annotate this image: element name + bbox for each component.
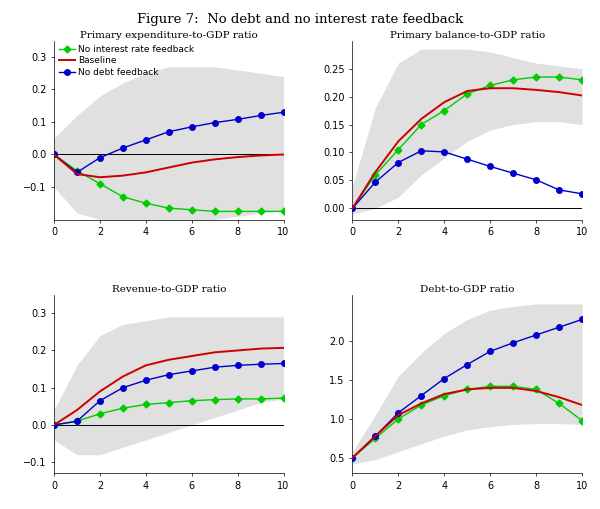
Title: Primary balance-to-GDP ratio: Primary balance-to-GDP ratio [389,31,545,40]
Text: Figure 7:  No debt and no interest rate feedback: Figure 7: No debt and no interest rate f… [137,13,463,26]
Title: Revenue-to-GDP ratio: Revenue-to-GDP ratio [112,285,226,294]
Title: Debt-to-GDP ratio: Debt-to-GDP ratio [420,285,514,294]
Title: Primary expenditure-to-GDP ratio: Primary expenditure-to-GDP ratio [80,31,257,40]
Legend: No interest rate feedback, Baseline, No debt feedback: No interest rate feedback, Baseline, No … [59,45,194,77]
